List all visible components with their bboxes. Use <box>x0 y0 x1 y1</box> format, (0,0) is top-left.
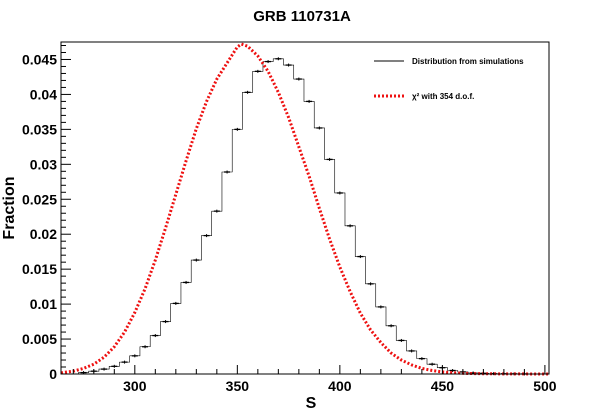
legend-label-histogram: Distribution from simulations <box>412 57 524 66</box>
y-tick-label: 0.04 <box>30 86 57 102</box>
legend: Distribution from simulations χ² with 35… <box>374 57 524 101</box>
histogram-outline <box>78 58 530 375</box>
y-tick-label: 0.02 <box>30 226 57 242</box>
y-tick-label: 0.015 <box>22 261 57 277</box>
y-tick-label: 0.01 <box>30 296 57 312</box>
x-tick-label: 300 <box>123 378 147 394</box>
y-axis-label: Fraction <box>1 176 18 239</box>
y-tick-label: 0 <box>49 366 57 382</box>
plot-area <box>60 42 549 376</box>
x-tick-label: 400 <box>328 378 352 394</box>
x-axis: 300 350 400 450 500 <box>72 365 557 394</box>
chi2-curve <box>60 42 549 376</box>
x-tick-label: 350 <box>226 378 250 394</box>
x-tick-label: 500 <box>533 378 557 394</box>
y-tick-label: 0.03 <box>30 156 57 172</box>
x-axis-label: S <box>306 395 317 412</box>
plot-frame <box>60 41 550 375</box>
x-tick-label: 450 <box>431 378 455 394</box>
legend-label-chi2: χ² with 354 d.o.f. <box>412 92 474 101</box>
y-tick-label: 0.035 <box>22 121 57 137</box>
chart-title: GRB 110731A <box>253 8 351 25</box>
y-tick-label: 0.045 <box>22 51 57 67</box>
y-tick-label: 0.025 <box>22 191 57 207</box>
y-axis: 0 0.005 0.01 0.015 0.02 0.025 0.03 0.035 0.04 0.0… <box>22 44 71 382</box>
y-tick-label: 0.005 <box>22 331 57 347</box>
